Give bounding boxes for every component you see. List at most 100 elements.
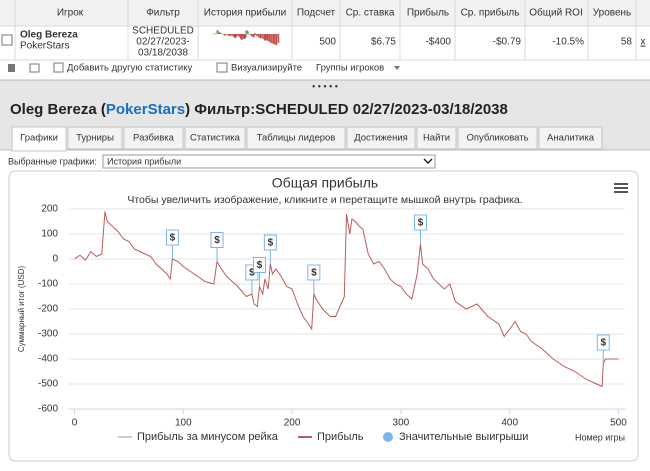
legend-label[interactable]: Прибыль за минусом рейка	[137, 431, 279, 443]
sparkline-bar	[223, 34, 225, 35]
tab[interactable]	[457, 126, 538, 150]
remove-link[interactable]: x	[641, 37, 646, 48]
chart-menu[interactable]	[614, 183, 628, 193]
flag[interactable]	[252, 257, 266, 273]
tab-label[interactable]: Достижения	[354, 133, 408, 144]
tab-label[interactable]: Разбивка	[133, 133, 175, 144]
x-tick-label: 300	[393, 418, 410, 429]
tab-label[interactable]: Аналитика	[547, 133, 595, 144]
filter-line: 03/18/2038	[138, 48, 188, 59]
sparkline-bar	[220, 33, 222, 34]
tab[interactable]	[11, 126, 67, 152]
sparkline-bar	[239, 34, 241, 38]
sparkline-bar	[245, 34, 247, 38]
column-header[interactable]: Уровень	[593, 8, 632, 19]
column-header[interactable]: Ср. ставка	[346, 8, 395, 19]
sparkline-bar	[254, 32, 256, 34]
tab-label[interactable]: Опубликовать	[466, 133, 528, 144]
player-name[interactable]: Oleg Bereza	[20, 30, 78, 41]
y-tick-label: -600	[38, 404, 58, 415]
tab[interactable]	[346, 126, 416, 150]
tab-label[interactable]: Найти	[423, 133, 450, 144]
sparkline-bar	[247, 31, 249, 34]
flag[interactable]	[307, 264, 321, 281]
sparkline-bar	[264, 34, 266, 41]
sparkline-bar	[239, 34, 241, 37]
sparkline-bar	[263, 34, 265, 40]
table-cell: $6.75	[371, 37, 396, 48]
tab-label[interactable]: Графики	[20, 133, 58, 144]
y-tick-label: 0	[52, 254, 58, 265]
sparkline-bar	[265, 34, 267, 40]
table-cell: -10.5%	[552, 37, 584, 48]
title-site[interactable]: PokerStars	[106, 101, 185, 118]
filter-line: 02/27/2023-	[136, 37, 189, 48]
chart-title: Общая прибыль	[272, 175, 378, 191]
column-header[interactable]: История прибыли	[204, 7, 286, 19]
sparkline-bar	[233, 34, 235, 38]
table-grid	[0, 0, 650, 61]
tab-label[interactable]: Турниры	[76, 133, 114, 144]
row-checkbox[interactable]	[1, 34, 13, 46]
sparkline-bar	[232, 34, 234, 37]
flag[interactable]	[263, 234, 277, 251]
sparkline-bar	[257, 34, 260, 37]
tab-label[interactable]: Статистика	[190, 133, 241, 144]
sparkline-bar	[237, 34, 239, 35]
sparkline-bar	[271, 34, 273, 44]
sparkline-bar	[219, 32, 221, 34]
sparkline-bar	[226, 34, 228, 35]
sparkline-bar	[255, 34, 258, 36]
sparkline-bar	[275, 34, 277, 45]
sparkline-bar	[218, 31, 220, 34]
toolbar-button[interactable]: Группы игроков	[316, 63, 384, 74]
tab[interactable]	[246, 126, 346, 150]
chart-subtitle: Чтобы увеличить изображение, кликните и …	[127, 194, 522, 206]
sparkline-bar	[228, 34, 230, 36]
column-header[interactable]: Подсчет	[297, 8, 336, 19]
sparkline-bar	[272, 34, 274, 44]
column-header[interactable]: Общий ROI	[529, 7, 582, 19]
sparkline-bar	[276, 34, 278, 43]
flag[interactable]	[210, 232, 224, 248]
sparkline-bar	[255, 34, 257, 35]
flag[interactable]	[165, 229, 179, 246]
tab[interactable]	[67, 126, 123, 150]
flag[interactable]	[413, 214, 427, 231]
tab[interactable]	[184, 126, 246, 150]
drag-handle: • • • • •	[312, 81, 338, 91]
toolbar-button[interactable]: Визуализируйте	[231, 63, 302, 74]
column-header[interactable]: Фильтр	[146, 8, 180, 19]
legend-label[interactable]: Значительные выигрыши	[399, 431, 528, 443]
sparkline-bar	[240, 34, 242, 40]
table-header-bg	[0, 0, 650, 26]
tab[interactable]	[416, 126, 457, 150]
x-axis-label: Номер игры	[575, 432, 625, 442]
sparkline-bar	[231, 34, 233, 36]
column-header[interactable]: Ср. прибыль	[461, 7, 520, 19]
flag[interactable]	[596, 334, 610, 351]
tab-label[interactable]: Таблицы лидеров	[257, 133, 336, 144]
y-axis-label: Суммарный итог (USD)	[17, 266, 26, 353]
page-title: Oleg Bereza (PokerStars) Фильтр:SCHEDULE…	[10, 101, 508, 118]
column-header[interactable]: Игрок	[57, 8, 84, 19]
flag-label: $	[249, 268, 255, 279]
y-tick-label: -300	[38, 329, 58, 340]
sparkline-bar	[220, 33, 222, 34]
tab[interactable]	[538, 126, 603, 150]
x-tick-label: 500	[610, 418, 627, 429]
chart-select[interactable]	[102, 154, 436, 169]
tab[interactable]	[123, 126, 184, 150]
sparkline-bar	[259, 34, 261, 39]
flag-label: $	[257, 260, 263, 271]
flag-label: $	[170, 233, 176, 244]
sparkline-bar	[262, 34, 264, 40]
column-header[interactable]: Прибыль	[407, 7, 449, 19]
sparkline-bar	[274, 34, 276, 45]
legend-label[interactable]: Прибыль	[317, 431, 364, 443]
flag-label: $	[214, 235, 220, 246]
table-cell: 58	[621, 37, 633, 48]
toolbar-button[interactable]: Добавить другую статистику	[67, 63, 192, 74]
sparkline-bar	[242, 34, 244, 39]
sparkline-bar	[244, 34, 246, 40]
